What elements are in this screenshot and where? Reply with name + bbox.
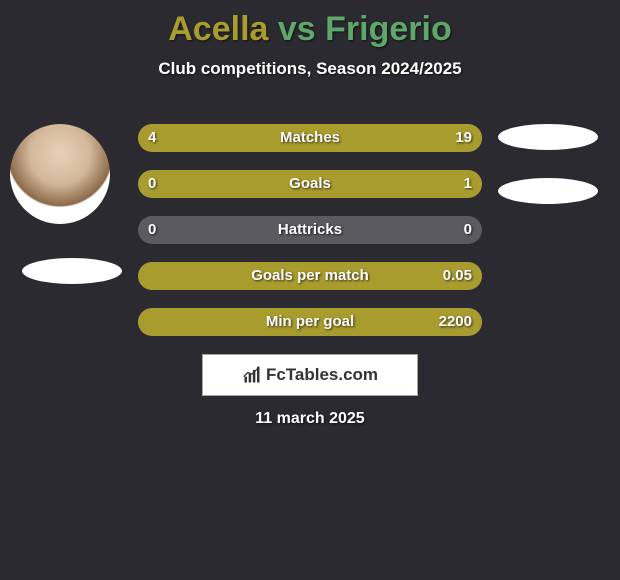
- player2-ellipse-2: [498, 178, 598, 204]
- player2-ellipse-1: [498, 124, 598, 150]
- player1-avatar: [10, 124, 110, 224]
- stat-row: 00Hattricks: [138, 216, 482, 244]
- stat-row: 01Goals: [138, 170, 482, 198]
- stat-row: 0.05Goals per match: [138, 262, 482, 290]
- player1-ellipse: [22, 258, 122, 284]
- bar-label: Min per goal: [138, 308, 482, 336]
- bar-label: Matches: [138, 124, 482, 152]
- page-title: Acella vs Frigerio: [0, 0, 620, 49]
- brand-text: FcTables.com: [266, 365, 378, 385]
- subtitle: Club competitions, Season 2024/2025: [0, 59, 620, 79]
- stat-row: 419Matches: [138, 124, 482, 152]
- bar-label: Goals per match: [138, 262, 482, 290]
- bar-label: Hattricks: [138, 216, 482, 244]
- avatar-icon: [10, 124, 110, 224]
- vs-text: vs: [268, 10, 325, 48]
- chart-icon: [242, 365, 262, 385]
- date-text: 11 march 2025: [0, 410, 620, 428]
- player1-name: Acella: [168, 10, 268, 48]
- ellipse-icon: [22, 258, 122, 284]
- player2-name: Frigerio: [325, 10, 452, 48]
- comparison-bars: 419Matches 01Goals 00Hattricks 0.05Goals pe…: [138, 124, 482, 354]
- ellipse-icon: [498, 178, 598, 204]
- brand-box: FcTables.com: [202, 354, 418, 396]
- bar-label: Goals: [138, 170, 482, 198]
- ellipse-icon: [498, 124, 598, 150]
- stat-row: 2200Min per goal: [138, 308, 482, 336]
